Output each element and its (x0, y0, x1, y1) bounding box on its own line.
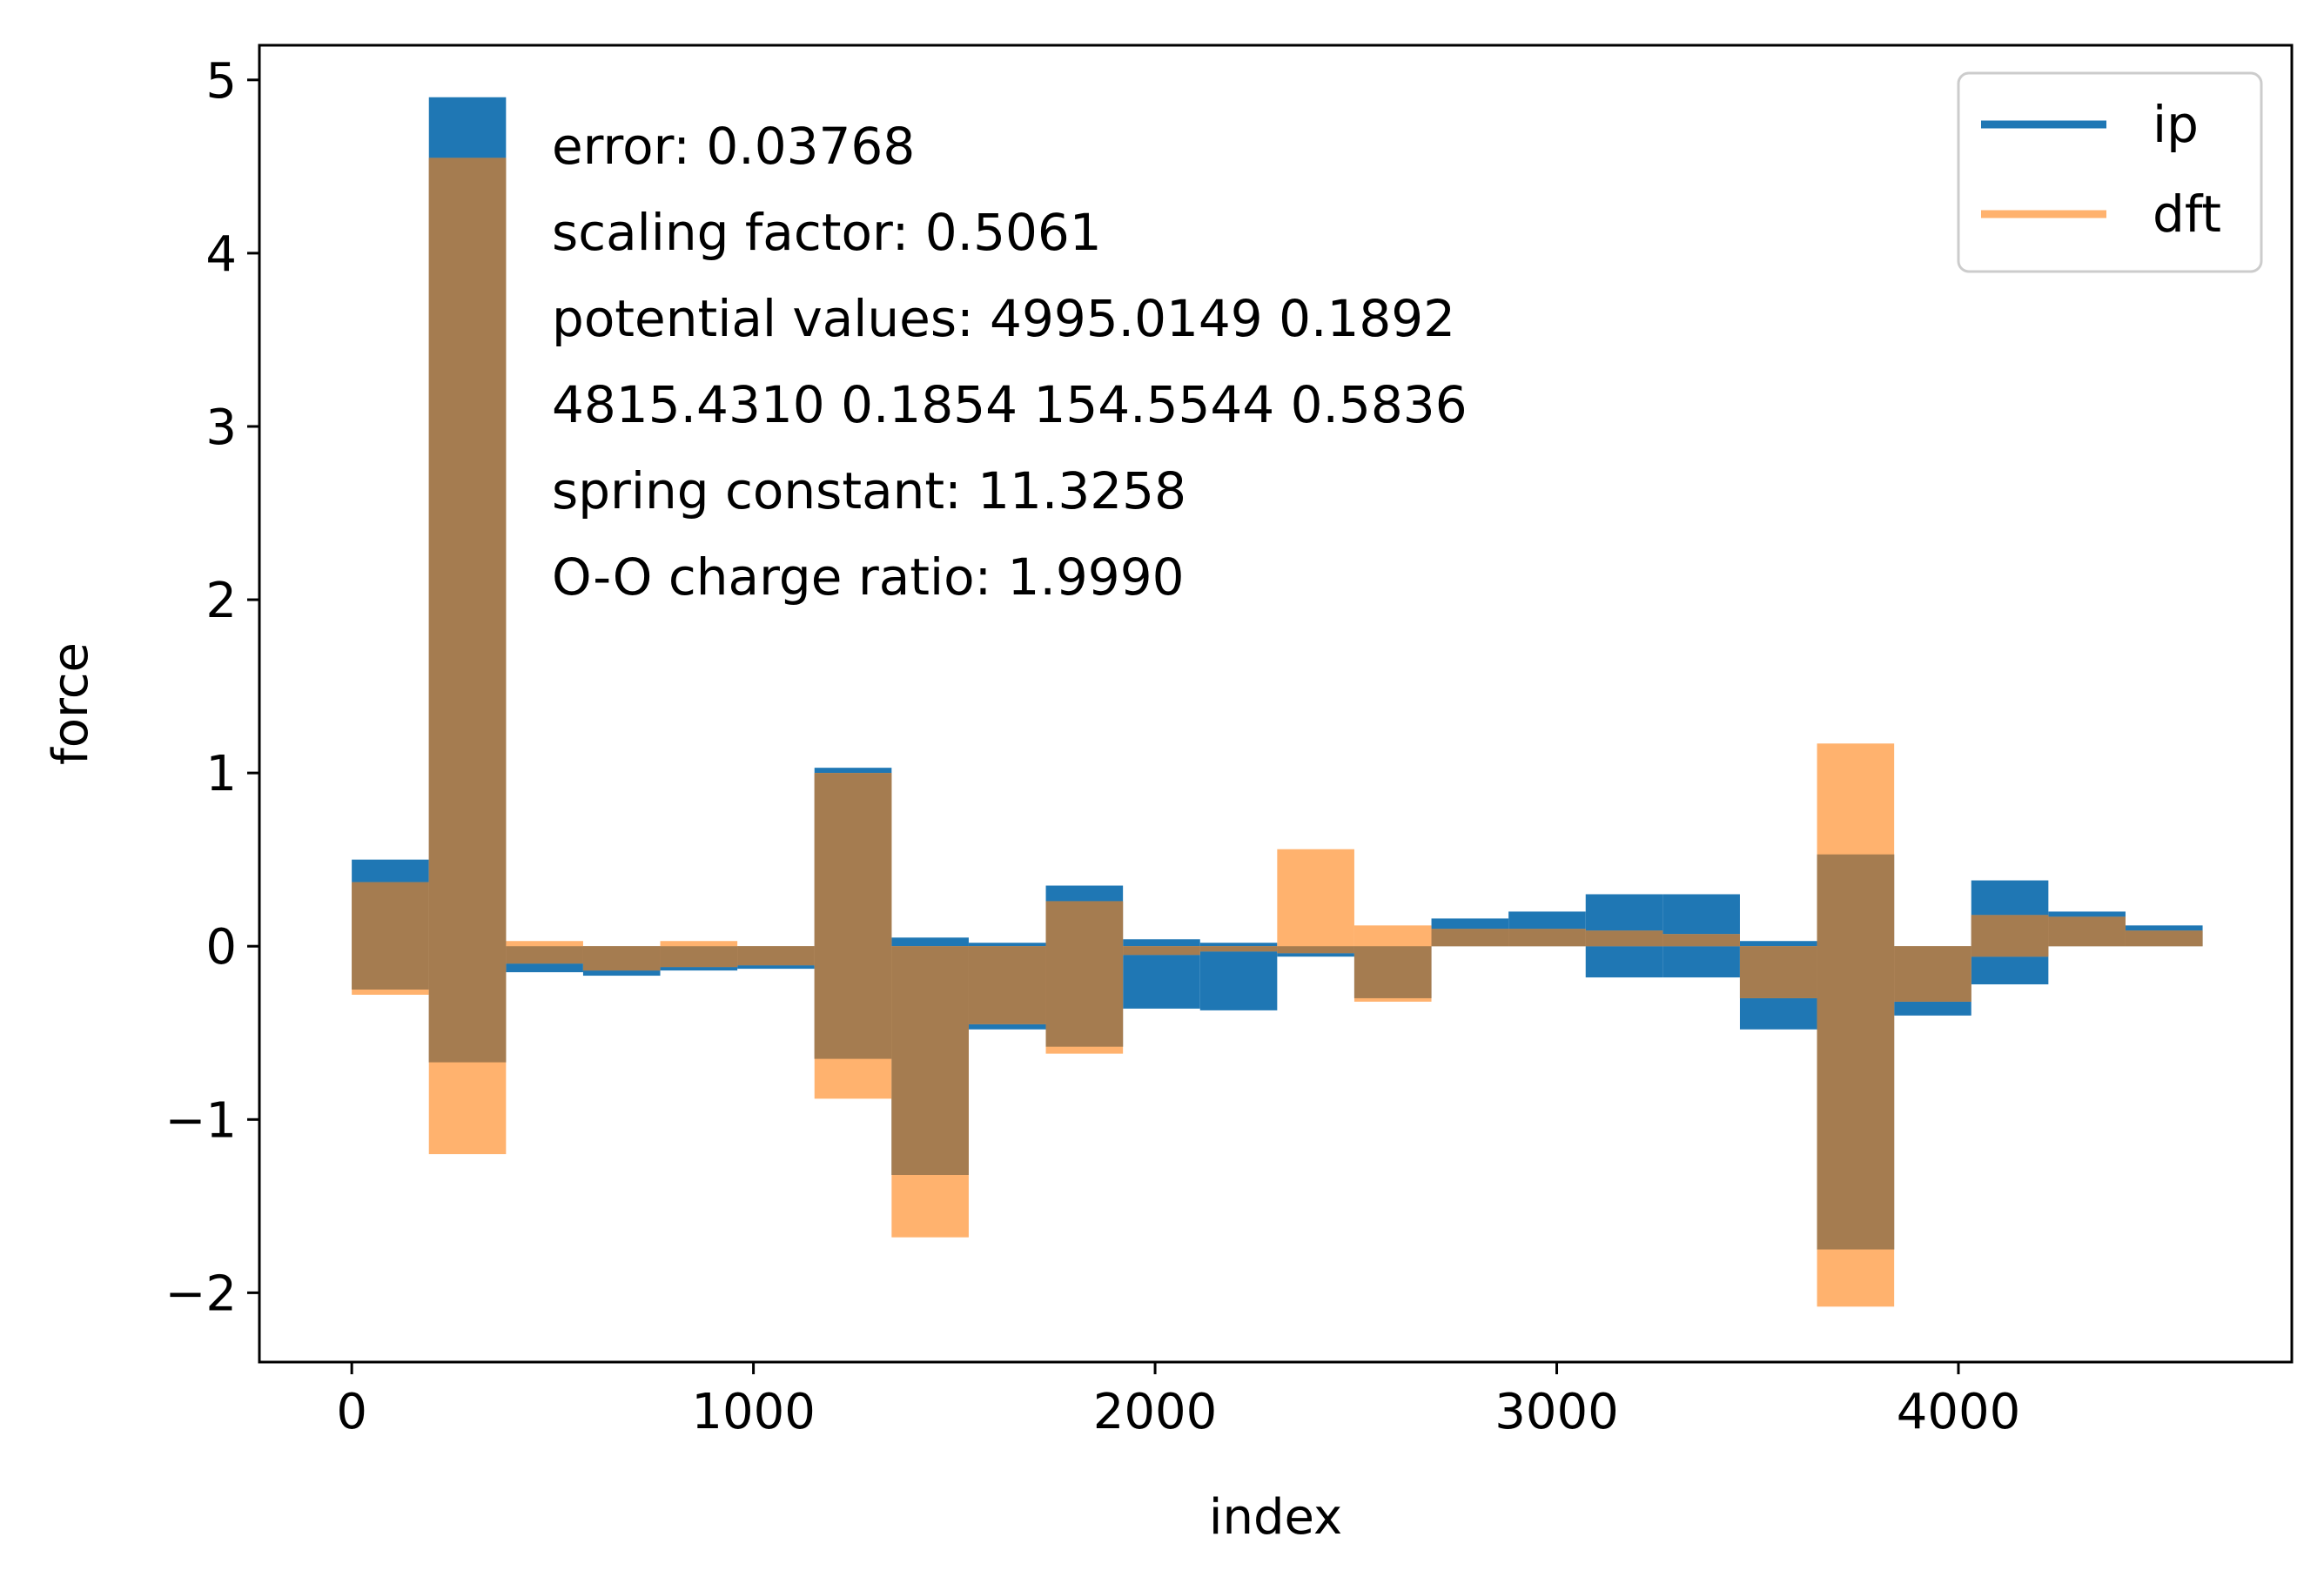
bar-overlap-10 (1123, 946, 1200, 956)
y-axis-label: force (43, 642, 99, 765)
x-axis: 0 1000 2000 3000 4000 (336, 1362, 2020, 1440)
bars-layer (352, 97, 2203, 1307)
x-tick-label-1: 1000 (691, 1384, 816, 1440)
bar-overlap-17 (1662, 934, 1740, 947)
plot-frame (258, 44, 2294, 1364)
x-tick-label-2: 2000 (1093, 1384, 1218, 1440)
y-tick-label-6: 4 (205, 226, 237, 283)
bar-overlap-1 (428, 158, 507, 1063)
bar-overlap-21 (1971, 915, 2049, 957)
x-tick-label-0: 0 (336, 1384, 367, 1440)
x-tick-label-3: 3000 (1494, 1384, 1619, 1440)
bar-overlap-23 (2125, 930, 2203, 947)
bar-overlap-0 (352, 882, 429, 990)
bar-dft-12 (1277, 849, 1354, 954)
bar-overlap-11 (1199, 946, 1278, 952)
bar-overlap-14 (1431, 929, 1509, 947)
bar-overlap-19 (1817, 854, 1895, 1250)
bar-overlap-4 (660, 946, 738, 968)
annotation-line-2: potential values: 4995.0149 0.1892 (552, 289, 1455, 348)
y-tick-label-7: 5 (205, 53, 237, 110)
y-tick-label-2: 0 (205, 919, 237, 976)
y-tick-label-3: 1 (205, 746, 237, 802)
bar-ip-11 (1199, 943, 1278, 1010)
y-axis: −2 −1 0 1 2 3 4 5 (165, 53, 259, 1322)
y-tick-label-1: −1 (165, 1092, 237, 1149)
annotation-block: error: 0.03768 scaling factor: 0.5061 pote… (552, 117, 1468, 607)
annotation-line-5: O-O charge ratio: 1.9990 (552, 547, 1185, 607)
bar-overlap-9 (1045, 901, 1124, 1047)
bar-overlap-15 (1508, 929, 1586, 947)
bar-overlap-8 (968, 946, 1046, 1024)
bar-overlap-3 (582, 946, 661, 971)
bar-overlap-13 (1353, 946, 1432, 998)
bar-overlap-6 (814, 773, 892, 1059)
bar-overlap-5 (737, 946, 815, 966)
bar-overlap-12 (1277, 946, 1354, 954)
legend-label-dft: dft (2153, 185, 2221, 244)
annotation-line-4: spring constant: 11.3258 (552, 461, 1186, 520)
annotation-line-1: scaling factor: 0.5061 (552, 203, 1102, 262)
annotation-line-3: 4815.4310 0.1854 154.5544 0.5836 (552, 375, 1468, 434)
x-axis-label: index (1209, 1489, 1342, 1546)
bar-overlap-2 (506, 946, 583, 964)
y-tick-label-0: −2 (165, 1265, 237, 1322)
y-tick-label-4: 2 (205, 573, 237, 629)
bar-overlap-18 (1739, 946, 1817, 998)
legend-label-ip: ip (2153, 95, 2199, 154)
legend: ip dft (1957, 71, 2263, 273)
bar-overlap-7 (891, 946, 969, 1175)
annotation-line-0: error: 0.03768 (552, 117, 915, 176)
bar-overlap-20 (1894, 946, 1971, 1002)
x-tick-label-4: 4000 (1897, 1384, 2021, 1440)
y-tick-label-5: 3 (205, 399, 237, 456)
bar-overlap-22 (2048, 916, 2126, 947)
bar-overlap-16 (1585, 930, 1663, 947)
